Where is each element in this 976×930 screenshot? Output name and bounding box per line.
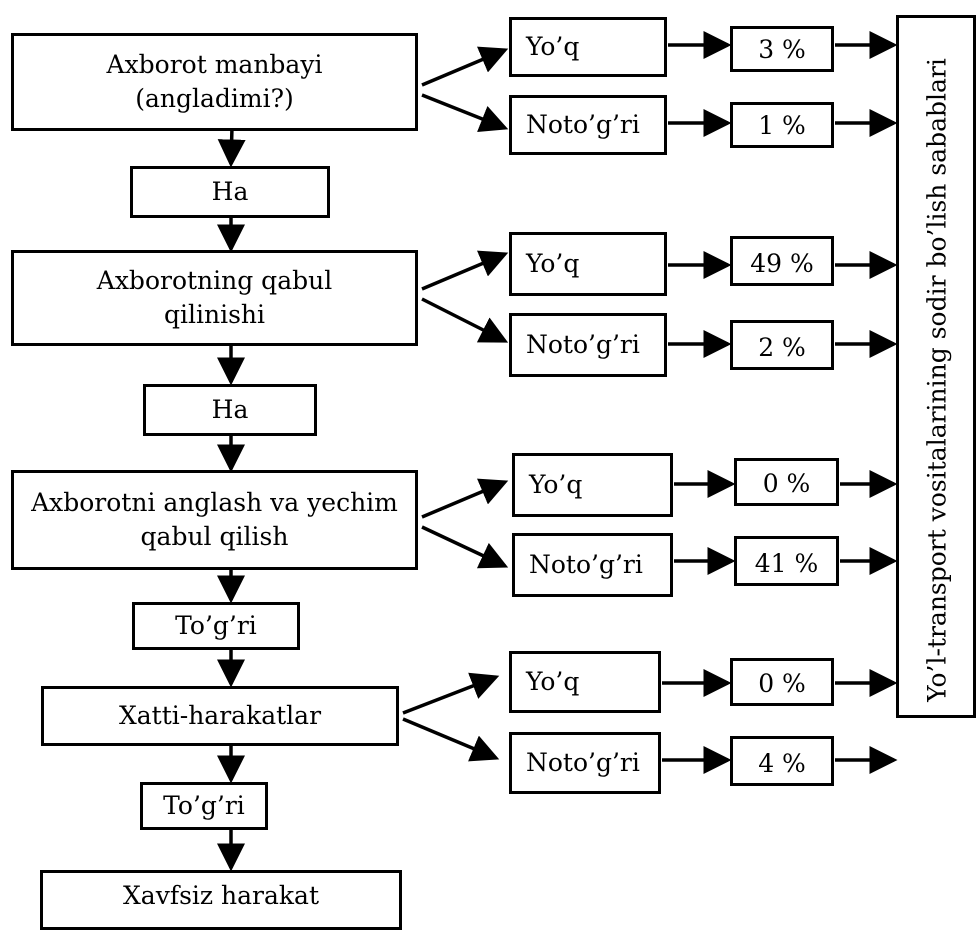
percent-box-wrong-3: 41 % [734,536,839,586]
percent-box-no-2: 49 % [730,236,834,286]
yes-label-1: Ha [211,177,249,207]
no-label-4: Yo’q [526,667,580,697]
no-label-1: Yo’q [526,32,580,61]
wrong-label-3: Noto’g’ri [529,550,643,580]
source-text: Axborot manbayi (angladimi?) [106,50,323,113]
wrong-box-4: Noto’g’ri [509,732,661,794]
no-box-4: Yo’q [509,651,661,713]
yes-label-2: Ha [211,395,249,425]
source-box: Axborot manbayi (angladimi?) [11,33,418,131]
correct-label-1: To’g’ri [175,611,257,641]
safe-action-text: Xavfsiz harakat [123,881,319,910]
wrong-box-2: Noto’g’ri [509,313,667,377]
no-box-1: Yo’q [509,17,667,77]
wrong-label-2: Noto’g’ri [526,330,640,360]
reception-box: Axborotning qabul qilinishi [11,250,418,346]
understanding-box: Axborotni anglash va yechim qabul qilish [11,470,418,570]
correct-label-2: To’g’ri [163,791,245,821]
percent-wrong-2: 2 % [758,333,806,363]
no-label-3: Yo’q [529,470,583,500]
actions-text: Xatti-harakatlar [118,701,322,731]
correct-box-1: To’g’ri [132,602,300,650]
causes-label: Yo’l-transport vositalarining sodir bo’l… [922,58,952,702]
actions-box: Xatti-harakatlar [41,686,399,746]
causes-box [896,15,976,718]
wrong-label-4: Noto’g’ri [526,748,640,778]
no-box-2: Yo’q [509,232,667,296]
understanding-text: Axborotni anglash va yechim qabul qilish [31,488,398,551]
percent-no-2: 49 % [750,249,814,279]
percent-no-3: 0 % [762,469,811,499]
wrong-box-1: Noto’g’ri [509,95,667,155]
safe-action-box: Xavfsiz harakat [40,870,402,930]
reception-text: Axborotning qabul qilinishi [96,266,333,329]
percent-wrong-1: 1 % [758,111,806,141]
no-box-3: Yo’q [512,453,673,517]
yes-box-2: Ha [143,384,317,436]
percent-no-4: 0 % [758,669,806,699]
percent-box-no-4: 0 % [730,658,834,706]
percent-box-no-3: 0 % [734,458,839,506]
percent-box-wrong-4: 4 % [730,736,834,786]
wrong-label-1: Noto’g’ri [526,110,640,140]
percent-box-wrong-2: 2 % [730,320,834,370]
percent-no-1: 3 % [758,35,806,65]
percent-wrong-4: 4 % [758,749,806,779]
correct-box-2: To’g’ri [140,782,268,830]
wrong-box-3: Noto’g’ri [512,533,673,597]
percent-wrong-3: 41 % [754,549,819,579]
percent-box-no-1: 3 % [730,26,834,72]
no-label-2: Yo’q [526,249,580,278]
percent-box-wrong-1: 1 % [730,102,834,148]
yes-box-1: Ha [130,166,330,218]
